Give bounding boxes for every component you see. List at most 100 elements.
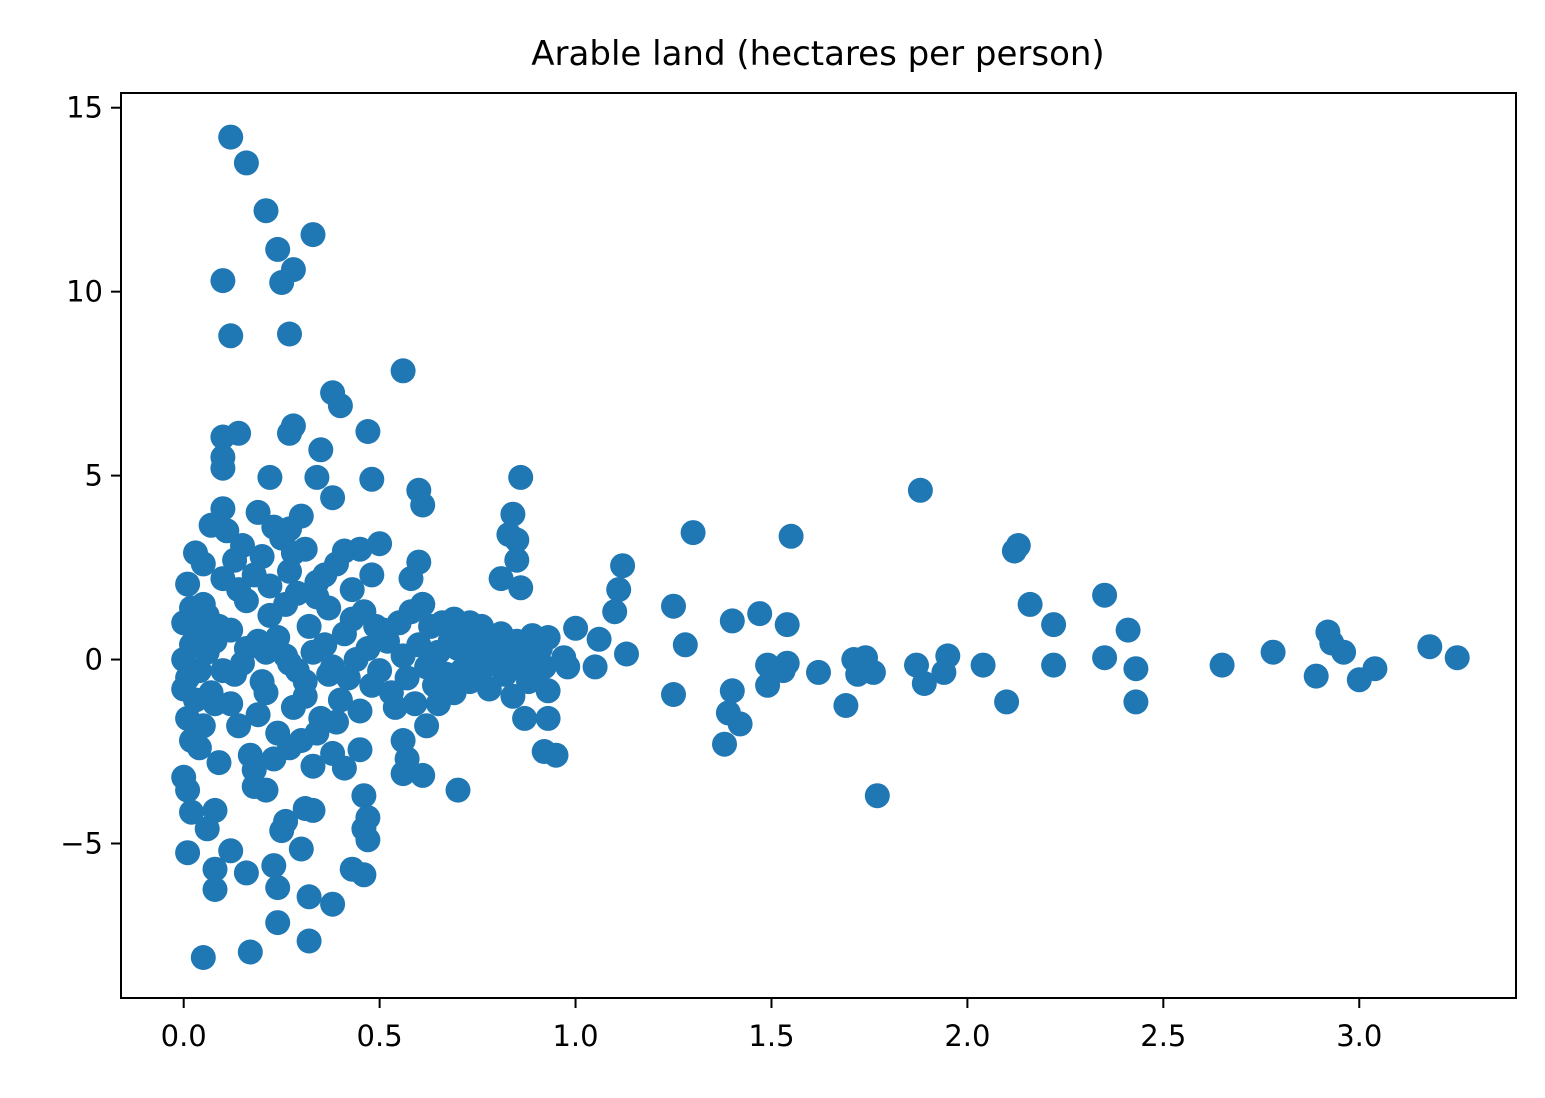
points-layer [171,124,1470,970]
data-point [860,659,886,685]
data-point [359,562,385,588]
data-point [535,678,561,704]
data-point [806,659,831,685]
data-point [233,150,259,176]
data-point [355,419,381,444]
data-point [253,198,279,224]
data-point [351,783,377,809]
data-point [273,591,299,617]
data-point [312,562,338,588]
data-point [261,746,287,772]
data-point [245,702,271,728]
data-point [504,527,530,553]
data-point [249,669,275,695]
data-point [582,654,608,680]
data-point [265,236,291,262]
data-point [265,875,291,901]
data-point [277,420,302,446]
data-point [300,222,326,248]
data-point [500,683,526,709]
data-point [175,571,201,597]
data-point [226,713,252,739]
data-point [210,424,236,450]
data-point [469,613,494,639]
data-point [531,654,557,680]
x-tick-label: 1.0 [552,1019,598,1053]
data-point [500,501,526,527]
data-point [222,547,248,573]
data-point [324,709,349,735]
data-point [371,617,396,643]
data-point [1209,652,1235,678]
data-point [382,694,408,720]
data-point [280,540,306,566]
y-axis: −5 0 5 10 15 [60,91,121,860]
data-point [402,691,428,717]
data-point [445,777,471,803]
data-point [755,672,781,698]
data-point [296,613,322,639]
data-point [355,636,381,661]
data-point [680,520,706,546]
data-point [719,608,745,634]
data-point [300,639,326,665]
data-point [504,547,530,573]
data-point [1303,663,1329,689]
data-point [277,650,302,676]
data-point [320,891,346,917]
data-point [183,687,208,713]
data-point [1092,582,1118,608]
data-point [778,523,804,549]
y-tick-label: −5 [60,826,103,860]
data-point [394,665,420,691]
data-point [190,945,216,970]
data-point [367,658,393,684]
data-point [410,762,436,788]
data-point [292,683,318,709]
data-point [241,757,267,783]
data-point [1017,591,1043,617]
data-point [288,503,314,529]
data-point [327,393,353,419]
data-point [304,584,330,610]
data-point [1092,645,1118,671]
data-point [202,797,228,823]
data-point [606,577,632,603]
data-point [179,595,204,621]
data-point [531,739,557,764]
data-point [202,877,228,902]
data-point [672,632,698,658]
data-point [610,553,636,579]
data-point [190,713,216,739]
data-point [257,464,283,490]
data-point [406,632,432,658]
data-point [512,705,538,731]
y-tick-label: 15 [66,91,103,125]
data-point [1123,689,1149,715]
data-point [488,566,514,592]
data-point [351,862,377,888]
x-tick-label: 0.0 [161,1019,207,1053]
data-point [586,626,612,652]
data-point [277,321,302,347]
data-point [206,750,232,776]
data-point [355,827,381,853]
data-point [441,606,467,632]
data-point [1041,612,1067,638]
data-point [171,764,197,790]
data-point [175,840,201,866]
data-point [410,492,436,518]
data-point [727,711,753,737]
data-point [425,691,451,717]
data-point [555,654,581,680]
data-point [476,676,502,702]
data-point [214,518,240,544]
x-tick-label: 2.5 [1140,1019,1186,1053]
data-point [218,124,244,150]
x-tick-label: 0.5 [357,1019,403,1053]
data-point [1444,645,1470,671]
data-point [237,939,263,965]
x-tick-label: 1.5 [748,1019,794,1053]
data-point [911,671,937,696]
data-point [390,728,416,753]
